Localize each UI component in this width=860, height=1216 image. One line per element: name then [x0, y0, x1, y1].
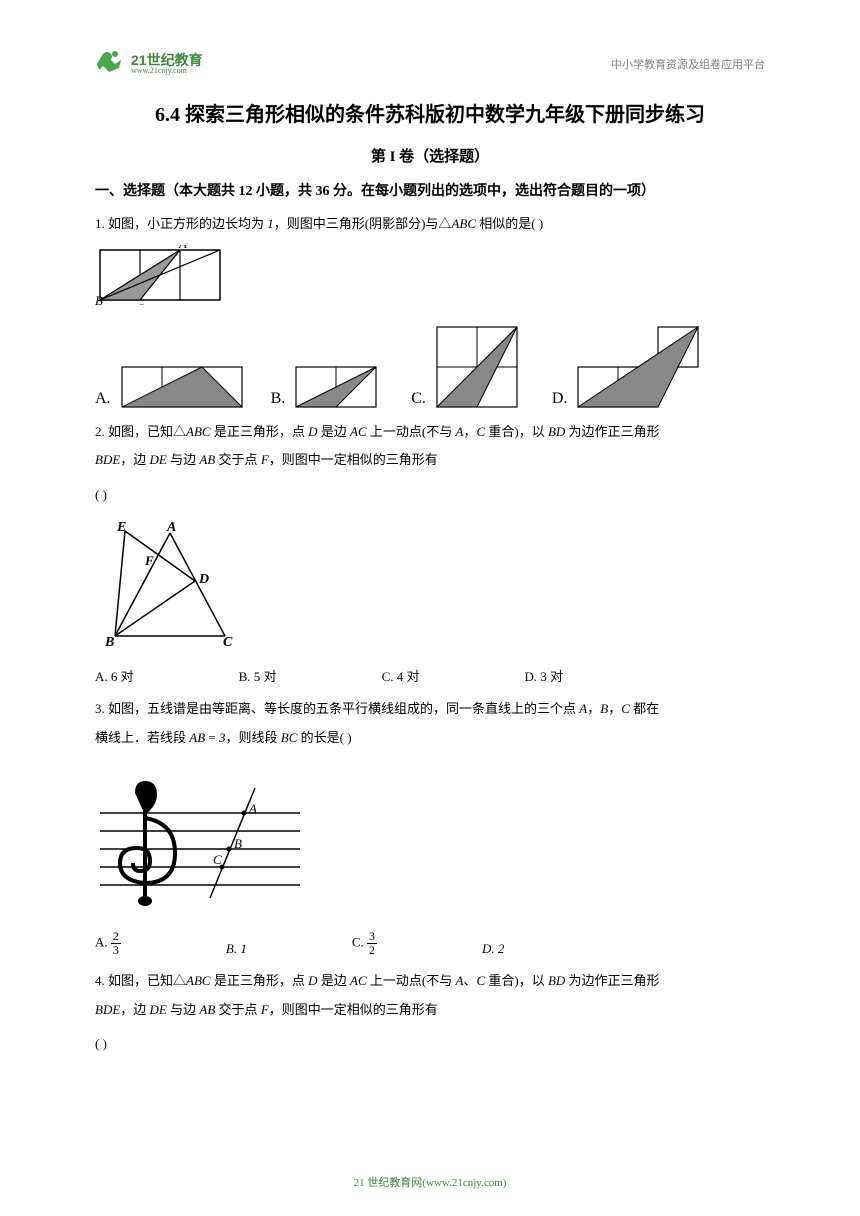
q1-options: A. B. C. D. [95, 326, 765, 408]
q4-paren: ( ) [95, 1030, 765, 1059]
q3-option-a: A. 2 3 [95, 930, 121, 957]
page-footer: 21 世纪教育网(www.21cnjy.com) [0, 1174, 860, 1190]
q2-options: A. 6 对 B. 5 对 C. 4 对 D. 3 对 [95, 666, 765, 685]
logo-url: www.21cnjy.com [131, 67, 203, 75]
q3-option-c: C. 3 2 [352, 930, 377, 957]
page-subtitle: 第 I 卷（选择题） [95, 145, 765, 166]
section-header: 一、选择题（本大题共 12 小题，共 36 分。在每小题列出的选项中，选出符合题… [95, 180, 765, 200]
svg-text:E: E [116, 521, 126, 535]
svg-text:B: B [104, 635, 114, 650]
question-4: 4. 如图，已知△ABC 是正三角形，点 D 是边 AC 上一动点(不与 A、C… [95, 967, 765, 1024]
q2-paren: ( ) [95, 481, 765, 510]
q1-main-figure: A B C [95, 245, 225, 305]
logo: 21世纪教育 www.21cnjy.com [95, 50, 203, 78]
q2-option-c: C. 4 对 [382, 666, 420, 685]
svg-text:A: A [178, 245, 187, 251]
svg-text:B: B [95, 293, 103, 305]
q2-option-b: B. 5 对 [239, 666, 277, 685]
svg-text:C: C [213, 852, 222, 867]
fraction: 3 2 [367, 930, 377, 957]
logo-brand: 21世纪教育 [131, 53, 203, 67]
svg-text:A: A [166, 521, 176, 535]
q1-option-d: D. [552, 326, 700, 408]
logo-runner-icon [95, 50, 127, 78]
question-1: 1. 如图，小正方形的边长均为 1，则图中三角形(阴影部分)与△ABC 相似的是… [95, 210, 765, 239]
svg-text:C: C [136, 301, 145, 305]
q2-option-d: D. 3 对 [524, 666, 563, 685]
fraction: 2 3 [111, 930, 121, 957]
svg-text:B: B [234, 836, 242, 851]
q1-option-a: A. [95, 366, 243, 408]
page-header: 21世纪教育 www.21cnjy.com 中小学教育资源及组卷应用平台 [95, 50, 765, 78]
q2-option-a: A. 6 对 [95, 666, 134, 685]
q3-option-d: D. 2 [482, 941, 504, 957]
question-3: 3. 如图，五线谱是由等距离、等长度的五条平行横线组成的，同一条直线上的三个点 … [95, 695, 765, 752]
svg-text:F: F [144, 553, 154, 568]
q3-option-b: B. 1 [226, 941, 247, 957]
q3-figure: A B C [95, 773, 305, 913]
q2-figure: A B C D E F [95, 521, 245, 651]
svg-text:D: D [198, 572, 209, 587]
q1-option-b: B. [271, 366, 378, 408]
question-2: 2. 如图，已知△ABC 是正三角形，点 D 是边 AC 上一动点(不与 A，C… [95, 418, 765, 475]
svg-text:C: C [223, 635, 233, 650]
page-title: 6.4 探索三角形相似的条件苏科版初中数学九年级下册同步练习 [95, 98, 765, 127]
q3-options: A. 2 3 B. 1 C. 3 2 D. 2 [95, 930, 765, 957]
platform-label: 中小学教育资源及组卷应用平台 [611, 56, 765, 72]
q1-option-c: C. [411, 326, 518, 408]
logo-text: 21世纪教育 www.21cnjy.com [131, 53, 203, 75]
svg-text:A: A [248, 801, 257, 816]
